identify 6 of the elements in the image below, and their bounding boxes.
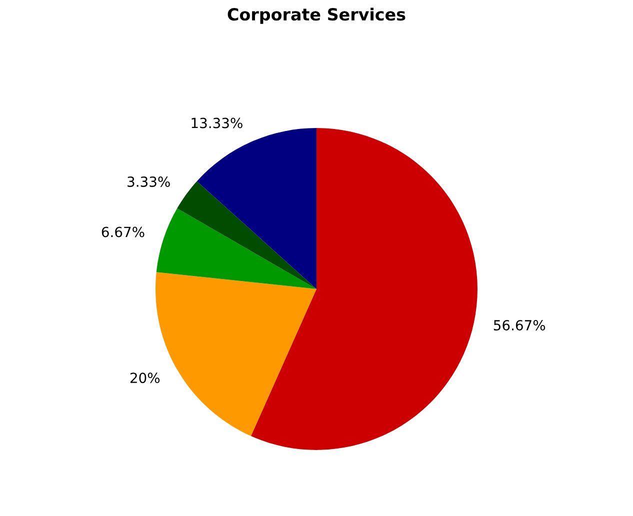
data-label: 20% [130,372,160,384]
data-label: 13.33% [192,118,242,128]
data-label: 3.33% [128,176,170,187]
data-label: 6.67% [102,226,144,238]
chart-title: Corporate Services [228,8,406,24]
data-label: 56.67% [494,320,546,330]
